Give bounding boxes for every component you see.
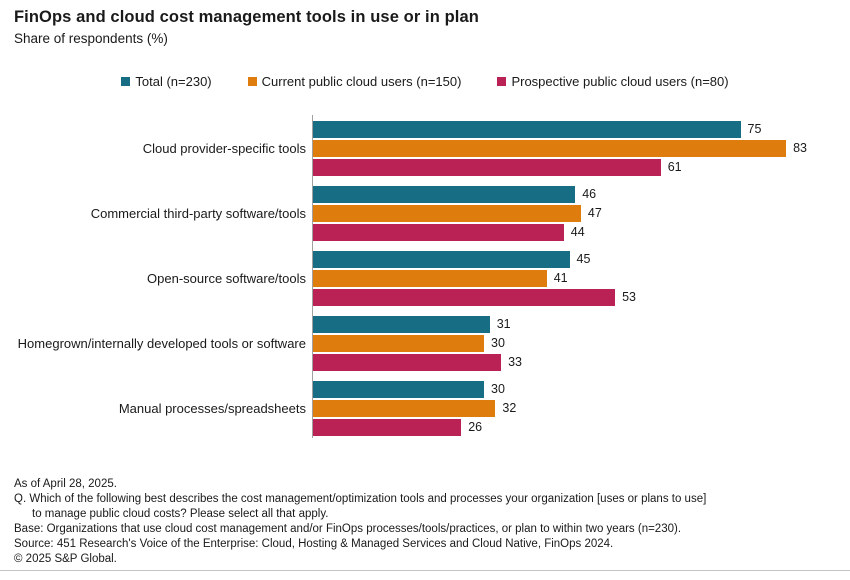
value-label: 32 — [502, 401, 517, 415]
legend-swatch-icon — [121, 77, 131, 86]
bar-row: 53 — [313, 289, 636, 306]
legend-label: Total (n=230) — [135, 74, 212, 89]
bar — [313, 186, 576, 203]
value-label: 44 — [570, 225, 585, 239]
chart-subtitle: Share of respondents (%) — [14, 31, 168, 46]
bar-row: 61 — [313, 159, 682, 176]
bar — [313, 354, 502, 371]
bar-row: 30 — [313, 381, 505, 398]
bar-row: 32 — [313, 400, 516, 417]
footnotes: As of April 28, 2025. Q. Which of the fol… — [14, 477, 824, 567]
value-label: 46 — [582, 187, 597, 201]
footnote-line: Source: 451 Research's Voice of the Ente… — [14, 538, 614, 550]
y-axis-line — [312, 115, 313, 438]
bar — [313, 400, 496, 417]
bar-row: 47 — [313, 205, 602, 222]
bar-row: 75 — [313, 121, 761, 138]
footnote-line: As of April 28, 2025. — [14, 478, 117, 490]
value-label: 41 — [553, 271, 568, 285]
value-label: 26 — [468, 420, 483, 434]
footnote-line: Base: Organizations that use cloud cost … — [14, 523, 682, 535]
legend-item-0: Total (n=230) — [121, 74, 212, 89]
bar — [313, 381, 484, 398]
value-label: 61 — [667, 160, 682, 174]
value-label: 75 — [747, 122, 762, 136]
bar-row: 31 — [313, 316, 511, 333]
legend: Total (n=230) Current public cloud users … — [0, 74, 850, 89]
bar-row: 26 — [313, 419, 482, 436]
value-label: 83 — [793, 141, 807, 155]
value-label: 31 — [496, 317, 511, 331]
bar — [313, 251, 570, 268]
value-label: 53 — [622, 290, 636, 304]
bottom-divider — [0, 570, 850, 571]
legend-swatch-icon — [247, 77, 257, 86]
bar-row: 33 — [313, 354, 522, 371]
value-label: 47 — [587, 206, 602, 220]
category-label: Homegrown/internally developed tools or … — [17, 335, 306, 351]
legend-swatch-icon — [497, 77, 507, 86]
bar — [313, 419, 462, 436]
bar-row: 30 — [313, 335, 505, 352]
value-label: 30 — [491, 336, 505, 350]
bar — [313, 224, 564, 241]
bar — [313, 289, 616, 306]
footnote-line: © 2025 S&P Global. — [14, 553, 117, 565]
chart-title: FinOps and cloud cost management tools i… — [14, 8, 479, 26]
bar-row: 44 — [313, 224, 585, 241]
legend-label: Prospective public cloud users (n=80) — [511, 74, 729, 89]
bar-row: 41 — [313, 270, 568, 287]
legend-item-1: Current public cloud users (n=150) — [247, 74, 462, 89]
category-label: Manual processes/spreadsheets — [118, 400, 306, 416]
category-label: Cloud provider-specific tools — [142, 140, 306, 156]
bar — [313, 159, 661, 176]
legend-label: Current public cloud users (n=150) — [261, 74, 462, 89]
value-label: 33 — [508, 355, 522, 369]
value-label: 45 — [576, 252, 591, 266]
value-label: 30 — [491, 382, 505, 396]
footnote-line: to manage public cloud costs? Please sel… — [32, 508, 329, 520]
bar — [313, 335, 484, 352]
bar — [313, 205, 581, 222]
category-label: Open-source software/tools — [147, 270, 306, 286]
category-label: Commercial third-party software/tools — [90, 205, 306, 221]
bar-row: 45 — [313, 251, 590, 268]
bar — [313, 121, 741, 138]
legend-item-2: Prospective public cloud users (n=80) — [497, 74, 729, 89]
bar — [313, 270, 547, 287]
bar-row: 83 — [313, 140, 807, 157]
bar — [313, 316, 490, 333]
bar — [313, 140, 787, 157]
footnote-line: Q. Which of the following best describes… — [14, 493, 707, 505]
bar-row: 46 — [313, 186, 596, 203]
